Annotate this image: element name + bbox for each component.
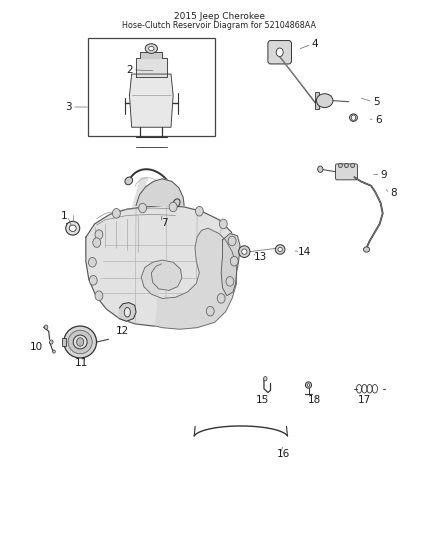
Ellipse shape <box>149 46 154 51</box>
Ellipse shape <box>305 382 311 388</box>
Ellipse shape <box>66 221 80 235</box>
Circle shape <box>228 236 236 246</box>
Ellipse shape <box>145 44 157 53</box>
Circle shape <box>77 338 84 346</box>
Ellipse shape <box>73 335 87 349</box>
Ellipse shape <box>351 164 355 167</box>
Text: 14: 14 <box>297 247 311 256</box>
Text: 2015 Jeep Cherokee: 2015 Jeep Cherokee <box>173 12 265 21</box>
Circle shape <box>88 257 96 267</box>
Ellipse shape <box>276 245 285 254</box>
Text: 10: 10 <box>30 342 43 352</box>
Polygon shape <box>141 228 237 329</box>
Ellipse shape <box>68 330 92 354</box>
Circle shape <box>195 206 203 216</box>
Ellipse shape <box>124 308 131 317</box>
Polygon shape <box>136 179 184 205</box>
Text: 5: 5 <box>373 96 379 107</box>
Circle shape <box>44 325 48 329</box>
Ellipse shape <box>69 225 76 231</box>
Polygon shape <box>141 52 162 58</box>
Ellipse shape <box>364 247 370 252</box>
Circle shape <box>230 256 238 266</box>
Text: 3: 3 <box>65 102 72 112</box>
Polygon shape <box>221 233 240 296</box>
Circle shape <box>226 277 234 286</box>
Circle shape <box>206 306 214 316</box>
Ellipse shape <box>339 164 343 167</box>
Circle shape <box>93 238 101 247</box>
Circle shape <box>95 291 103 301</box>
FancyBboxPatch shape <box>336 164 357 180</box>
Ellipse shape <box>307 384 310 386</box>
Circle shape <box>276 48 283 56</box>
Text: 2: 2 <box>126 65 133 75</box>
Ellipse shape <box>316 94 333 108</box>
Polygon shape <box>136 58 166 77</box>
Circle shape <box>351 115 356 120</box>
Text: 17: 17 <box>357 395 371 406</box>
Ellipse shape <box>125 177 133 185</box>
Bar <box>62 338 66 346</box>
Circle shape <box>113 208 120 218</box>
FancyBboxPatch shape <box>268 41 291 64</box>
Text: 4: 4 <box>312 39 318 49</box>
Text: 7: 7 <box>161 218 168 228</box>
Bar <box>315 92 318 109</box>
Circle shape <box>264 376 267 381</box>
Text: 8: 8 <box>390 188 397 198</box>
Text: Hose-Clutch Reservoir Diagram for 52104868AA: Hose-Clutch Reservoir Diagram for 521048… <box>122 21 316 30</box>
Text: 16: 16 <box>277 449 290 458</box>
Text: 11: 11 <box>75 358 88 368</box>
Circle shape <box>95 230 103 239</box>
Text: 6: 6 <box>375 115 381 125</box>
Circle shape <box>89 276 97 285</box>
Ellipse shape <box>64 326 96 358</box>
Text: 1: 1 <box>61 211 67 221</box>
Polygon shape <box>130 74 173 127</box>
Circle shape <box>53 350 55 353</box>
Ellipse shape <box>239 246 250 257</box>
Circle shape <box>169 202 177 212</box>
Text: 9: 9 <box>381 170 387 180</box>
Ellipse shape <box>242 249 247 254</box>
Ellipse shape <box>350 114 357 122</box>
Polygon shape <box>86 205 237 326</box>
Circle shape <box>139 203 147 213</box>
Circle shape <box>49 340 53 344</box>
Bar <box>88 38 215 136</box>
Polygon shape <box>120 303 136 321</box>
Text: 18: 18 <box>307 395 321 406</box>
Text: 13: 13 <box>254 252 267 262</box>
Ellipse shape <box>278 247 283 252</box>
Text: 15: 15 <box>256 395 269 406</box>
Text: 12: 12 <box>116 326 129 336</box>
Circle shape <box>318 166 323 172</box>
Ellipse shape <box>173 199 180 207</box>
Ellipse shape <box>345 164 349 167</box>
Circle shape <box>219 219 227 229</box>
Circle shape <box>217 294 225 303</box>
